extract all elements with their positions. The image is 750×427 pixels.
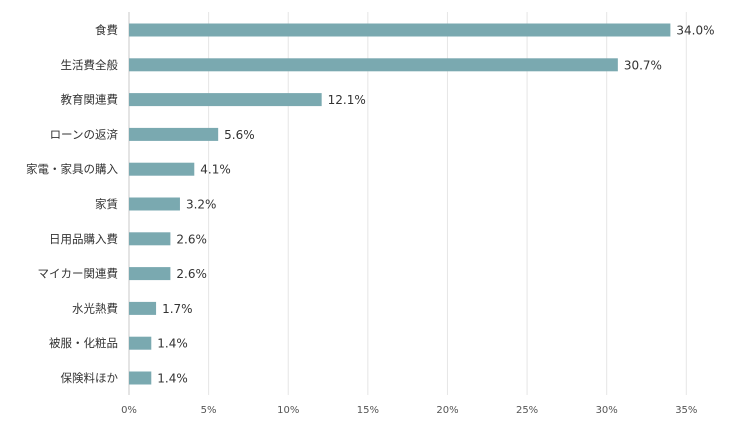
- bar: [129, 127, 219, 141]
- x-tick-label: 0%: [121, 405, 137, 416]
- value-label: 2.6%: [176, 232, 207, 246]
- grid-lines: [128, 12, 687, 395]
- value-label: 30.7%: [624, 58, 662, 72]
- bar: [129, 371, 152, 385]
- bar: [129, 197, 180, 211]
- x-tick-label: 20%: [436, 405, 458, 416]
- category-label: 食費: [95, 23, 118, 37]
- category-label: 保険料ほか: [61, 371, 119, 385]
- value-label: 4.1%: [200, 163, 231, 177]
- x-axis-ticks: 0% 5% 10% 15% 20% 25% 30% 35%: [121, 405, 697, 416]
- value-label: 3.2%: [186, 198, 217, 212]
- category-labels: 食費生活費全般教育関連費ローンの返済家電・家具の購入家賃日用品購入費マイカー関連…: [26, 23, 118, 385]
- category-label: マイカー関連費: [38, 267, 119, 281]
- x-tick-label: 10%: [277, 405, 299, 416]
- x-tick-label: 15%: [357, 405, 379, 416]
- bar: [129, 232, 171, 246]
- category-label: 生活費全般: [61, 58, 119, 72]
- category-label: 教育関連費: [61, 93, 119, 107]
- category-label: 日用品購入費: [49, 232, 118, 246]
- value-label: 2.6%: [176, 267, 207, 281]
- bar: [129, 162, 195, 176]
- value-label: 5.6%: [224, 128, 255, 142]
- bar: [129, 23, 671, 37]
- category-label: 被服・化粧品: [49, 336, 118, 350]
- value-label: 1.4%: [157, 372, 188, 386]
- category-label: 水光熱費: [72, 301, 118, 315]
- category-label: ローンの返済: [50, 127, 119, 141]
- category-label: 家賃: [95, 197, 118, 211]
- x-tick-label: 25%: [516, 405, 538, 416]
- value-label: 1.4%: [157, 337, 188, 351]
- bars: [129, 23, 671, 385]
- x-tick-label: 5%: [201, 405, 217, 416]
- bar: [129, 336, 152, 350]
- bar: [129, 301, 157, 315]
- bar: [129, 93, 322, 107]
- category-label: 家電・家具の購入: [26, 162, 118, 176]
- x-tick-label: 35%: [675, 405, 697, 416]
- bar: [129, 58, 618, 72]
- value-label: 34.0%: [676, 24, 714, 38]
- value-labels: 34.0% 30.7% 12.1% 5.6% 4.1% 3.2% 2.6% 2.6% 1.7% 1…: [157, 24, 714, 386]
- value-label: 12.1%: [328, 93, 366, 107]
- value-label: 1.7%: [162, 302, 193, 316]
- x-tick-label: 30%: [596, 405, 618, 416]
- bar: [129, 267, 171, 281]
